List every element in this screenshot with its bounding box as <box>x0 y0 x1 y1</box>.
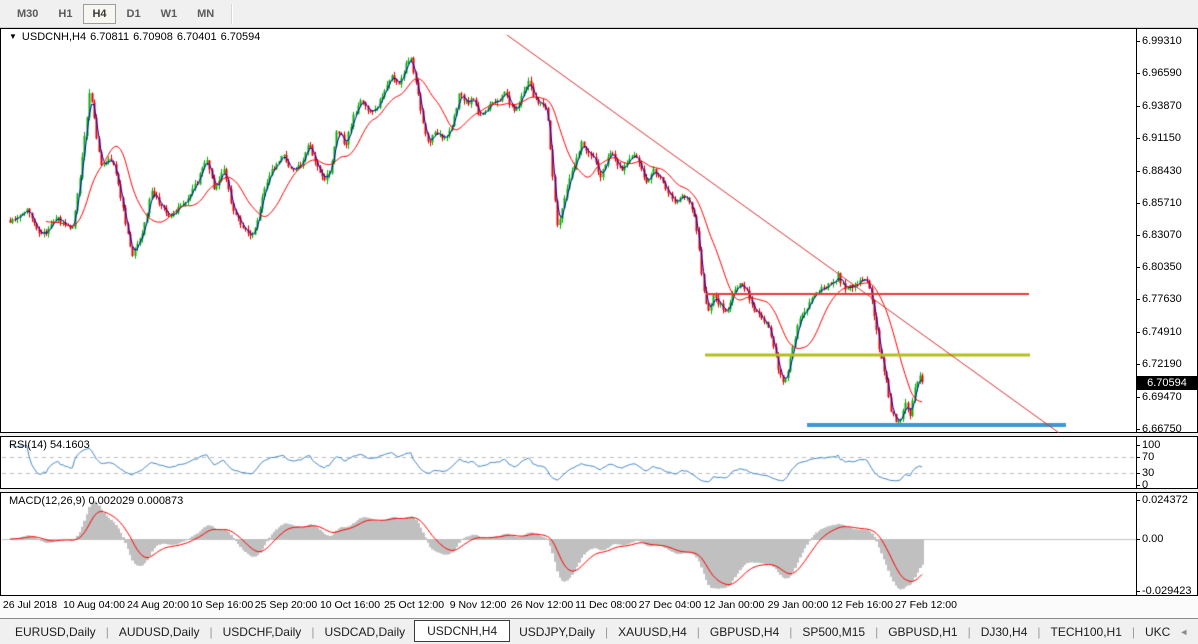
rsi-canvas[interactable] <box>2 438 1136 489</box>
time-axis-label: 10 Sep 16:00 <box>190 599 254 611</box>
timeframe-button-h1[interactable]: H1 <box>58 7 73 20</box>
price-axis-label: 6.88430 <box>1136 165 1182 177</box>
price-axis-label: 6.91150 <box>1136 132 1181 144</box>
macd-axis-label: 0.00 <box>1136 533 1163 545</box>
tab-symbol-ukc[interactable]: UKC <box>1145 624 1171 639</box>
timeframe-button-w1[interactable]: W1 <box>160 7 178 20</box>
tab-symbol-tech100-h1[interactable]: TECH100,H1 <box>1050 624 1122 639</box>
time-axis-label: 9 Nov 12:00 <box>449 599 507 611</box>
timeframe-button-mn[interactable]: MN <box>197 7 215 20</box>
time-axis-label: 26 Nov 12:00 <box>510 599 574 611</box>
time-axis-label: 10 Oct 16:00 <box>319 599 381 611</box>
price-axis-label: 6.77630 <box>1136 293 1182 305</box>
time-axis-label: 10 Aug 04:00 <box>63 599 125 611</box>
price-axis-label: 6.93870 <box>1136 100 1182 112</box>
main-chart-pane: ▼ USDCNH,H4 6.70811 6.70908 6.70401 6.70594 6… <box>0 28 1198 435</box>
tab-symbol-sp500-m15[interactable]: SP500,M15 <box>802 624 866 639</box>
time-axis-label: 12 Jan 00:00 <box>703 599 765 611</box>
tab-symbol-dj30-h4[interactable]: DJ30,H4 <box>980 624 1028 639</box>
time-axis-label: 29 Jan 00:00 <box>767 599 829 611</box>
price-axis-label: 6.66750 <box>1136 423 1182 435</box>
price-axis-label: 6.85710 <box>1136 197 1182 209</box>
rsi-axis-label: 100 <box>1136 439 1160 451</box>
chart-title: ▼ USDCNH,H4 6.70811 6.70908 6.70401 6.70594 <box>9 31 264 43</box>
current-price-tag: 6.70594 <box>1137 376 1197 390</box>
time-axis[interactable]: 26 Jul 2018 10 Aug 04:00 24 Aug 20:00 10 Se… <box>0 596 1198 618</box>
tab-scroll-arrows: ◄ ► <box>1179 627 1198 637</box>
toolbar-separator <box>231 3 234 24</box>
price-axis-label: 6.83070 <box>1136 229 1182 241</box>
rsi-axis-label: 30 <box>1136 467 1154 479</box>
tab-separator: | <box>875 624 879 639</box>
chart-low: 6.70401 <box>176 31 217 43</box>
symbol-tabbar: EURUSD,Daily | AUDUSD,Daily | USDCHF,Daily | U… <box>0 618 1198 644</box>
tab-separator: | <box>604 624 609 639</box>
price-axis-label: 6.99310 <box>1136 35 1182 47</box>
timeframe-button-d1[interactable]: D1 <box>126 7 141 20</box>
macd-pane: MACD(12,26,9) 0.002029 0.000873 0.024372… <box>0 492 1198 597</box>
rsi-pane: RSI(14) 54.1603 100 70 30 0 <box>0 436 1198 491</box>
symbol-tabs: EURUSD,Daily | AUDUSD,Daily | USDCHF,Daily | U… <box>6 619 1179 642</box>
timeframe-buttons: M30 H1 H4 D1 W1 MN <box>8 3 225 24</box>
tab-symbol-eurusd-daily[interactable]: EURUSD,Daily <box>15 624 96 639</box>
rsi-axis-label: 70 <box>1136 451 1154 463</box>
time-axis-label: 24 Aug 20:00 <box>127 599 189 611</box>
tab-symbol-usdcad-daily[interactable]: USDCAD,Daily <box>324 624 406 639</box>
main-chart-canvas[interactable] <box>2 30 1136 433</box>
tab-separator: | <box>1131 624 1136 639</box>
tab-symbol-xauusd-h4[interactable]: XAUUSD,H4 <box>618 624 687 639</box>
symbol-dropdown-icon[interactable]: ▼ <box>9 32 17 41</box>
tab-separator: | <box>967 624 971 639</box>
rsi-axis-label: 0 <box>1136 479 1148 491</box>
macd-axis-label: -0.029423 <box>1136 585 1192 597</box>
chart-close: 6.70594 <box>220 31 261 43</box>
time-axis-label: 12 Feb 16:00 <box>831 599 893 611</box>
tab-separator: | <box>696 624 700 639</box>
time-axis-label: 26 Jul 2018 <box>2 599 58 611</box>
time-axis-label: 25 Oct 12:00 <box>383 599 445 611</box>
price-axis-label: 6.80350 <box>1136 261 1182 273</box>
tab-separator: | <box>311 624 315 639</box>
rsi-axis-divider <box>1136 437 1137 488</box>
tab-symbol-usdcnh-h4[interactable]: USDCNH,H4 <box>414 619 511 642</box>
timeframe-button-m30[interactable]: M30 <box>17 7 39 20</box>
price-axis-label: 6.96590 <box>1136 67 1182 79</box>
tab-symbol-audusd-daily[interactable]: AUDUSD,Daily <box>118 624 200 639</box>
tab-symbol-usdchf-daily[interactable]: USDCHF,Daily <box>222 624 302 639</box>
time-axis-label: 27 Dec 04:00 <box>638 599 702 611</box>
tab-separator: | <box>105 624 109 639</box>
price-axis-label: 6.74910 <box>1136 326 1182 338</box>
tab-symbol-usdjpy-daily[interactable]: USDJPY,Daily <box>519 624 595 639</box>
chart-open: 6.70811 <box>90 31 130 43</box>
macd-label: MACD(12,26,9) 0.002029 0.000873 <box>9 495 184 507</box>
timeframe-toolbar: M30 H1 H4 D1 W1 MN <box>0 0 1198 28</box>
tab-symbol-gbpusd-h1[interactable]: GBPUSD,H1 <box>888 624 958 639</box>
tab-scroll-left-icon[interactable]: ◄ <box>1179 626 1189 637</box>
macd-axis-label: 0.024372 <box>1136 494 1188 506</box>
time-axis-label: 25 Sep 20:00 <box>254 599 318 611</box>
chart-symbol-period: USDCNH,H4 <box>21 31 87 43</box>
price-axis-label: 6.69470 <box>1136 391 1182 403</box>
timeframe-button-h4[interactable]: H4 <box>83 3 116 24</box>
price-axis-label: 6.72190 <box>1136 358 1182 370</box>
tab-separator: | <box>789 624 793 639</box>
tab-symbol-gbpusd-h4[interactable]: GBPUSD,H4 <box>709 624 780 639</box>
macd-canvas[interactable] <box>2 494 1136 596</box>
rsi-label: RSI(14) 54.1603 <box>9 439 90 451</box>
price-axis-divider <box>1136 29 1137 432</box>
chart-high: 6.70908 <box>133 31 173 43</box>
time-axis-label: 27 Feb 12:00 <box>895 599 957 611</box>
tab-separator: | <box>1037 624 1041 639</box>
macd-axis-divider <box>1136 493 1137 595</box>
tab-separator: | <box>209 624 213 639</box>
time-axis-label: 11 Dec 08:00 <box>575 599 637 611</box>
